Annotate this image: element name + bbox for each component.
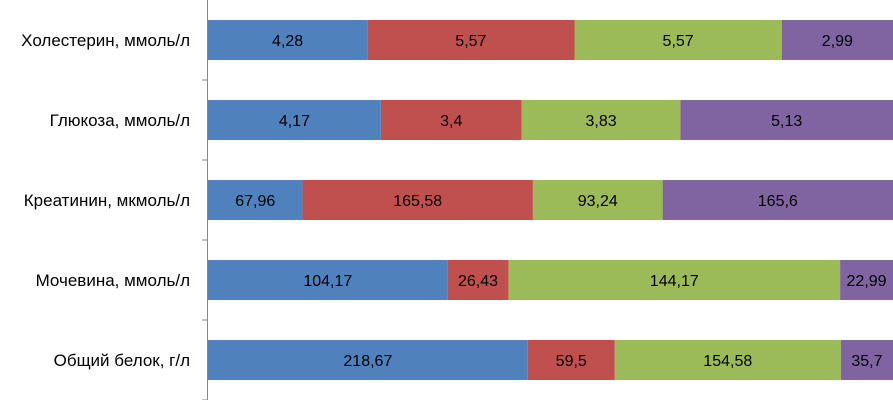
- bar-segment: [208, 20, 368, 60]
- bar-segment: [380, 100, 522, 140]
- bar-segment: [781, 20, 893, 60]
- data-label: 5,57: [663, 33, 694, 50]
- plot-area: 4,28 5,57 5,57 2,99 Холестерин, ммоль/л 4,17 3…: [21, 20, 893, 400]
- data-label: 67,96: [235, 193, 275, 210]
- category-label: Холестерин, ммоль/л: [21, 31, 190, 50]
- bar-segment: [208, 100, 381, 140]
- data-label: 165,58: [393, 193, 442, 210]
- data-label: 144,17: [650, 273, 699, 290]
- bar-segment: [208, 180, 303, 220]
- data-label: 93,24: [578, 193, 618, 210]
- data-label: 35,7: [851, 353, 882, 370]
- data-label: 5,57: [455, 33, 486, 50]
- data-label: 5,13: [771, 113, 802, 130]
- bar-segment: [840, 260, 893, 300]
- bar-segment: [662, 180, 893, 220]
- bar-segment: [302, 180, 533, 220]
- bar-segment: [614, 340, 841, 380]
- bar-segment: [447, 260, 509, 300]
- bar-segment: [367, 20, 575, 60]
- bar-segment: [680, 100, 893, 140]
- data-label: 4,28: [272, 33, 303, 50]
- bar-segment: [208, 260, 448, 300]
- data-label: 2,99: [822, 33, 853, 50]
- data-label: 26,43: [458, 273, 498, 290]
- category-label: Креатинин, мкмоль/л: [24, 191, 190, 210]
- data-label: 4,17: [279, 113, 310, 130]
- bar-segment: [532, 180, 663, 220]
- bar-segment: [508, 260, 841, 300]
- data-label: 3,83: [585, 113, 616, 130]
- bar-segment: [840, 340, 893, 380]
- category-label: Глюкоза, ммоль/л: [50, 111, 190, 130]
- data-label: 59,5: [556, 353, 587, 370]
- category-label: Мочевина, ммоль/л: [36, 271, 190, 290]
- data-label: 154,58: [703, 353, 752, 370]
- data-label: 22,99: [847, 273, 887, 290]
- data-label: 218,67: [343, 353, 392, 370]
- data-label: 3,4: [440, 113, 462, 130]
- category-label: Общий белок, г/л: [54, 351, 190, 370]
- bar-segment: [208, 340, 528, 380]
- bar-segment: [521, 100, 681, 140]
- bar-segment: [574, 20, 782, 60]
- data-label: 104,17: [303, 273, 352, 290]
- bar-segment: [527, 340, 615, 380]
- data-label: 165,6: [758, 193, 798, 210]
